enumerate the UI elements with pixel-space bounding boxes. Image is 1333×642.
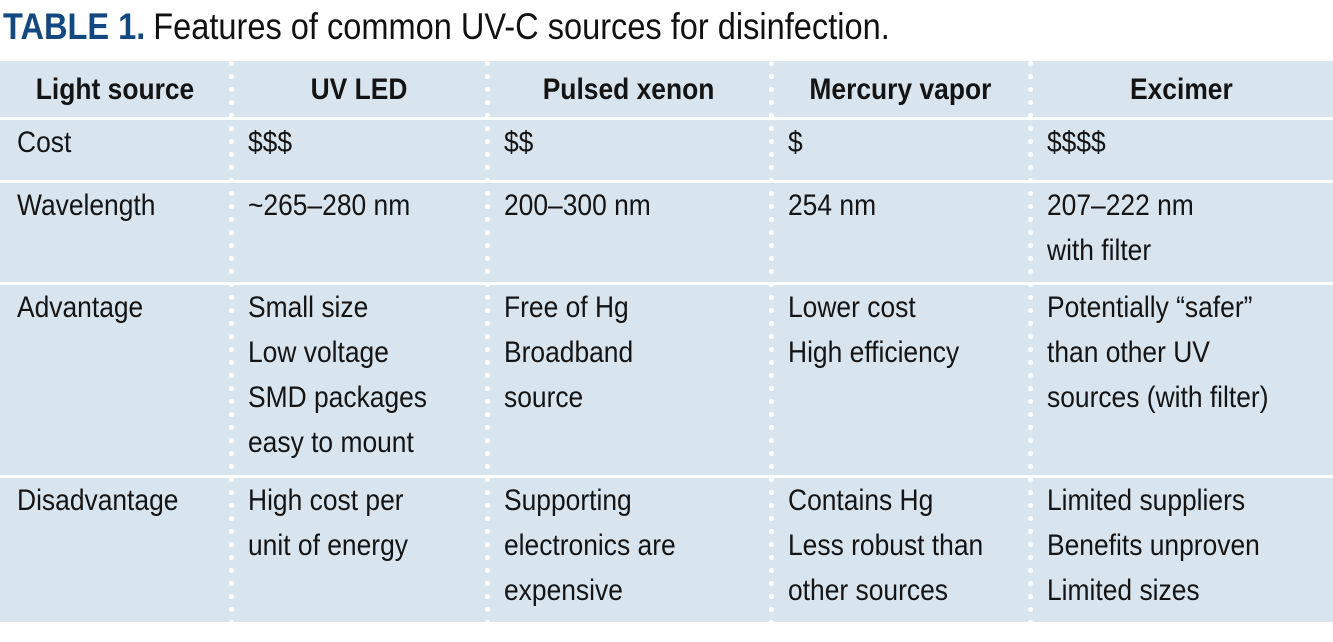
cell-advantage-mercury-vapor: Lower cost High efficiency [771,285,1030,475]
cell-text: 254 nm [788,189,877,222]
cell-text: Limited suppliers Benefits unproven Limi… [1047,484,1260,607]
cell-text: Contains Hg Less robust than other sourc… [788,484,984,607]
cell-cost-pulsed-xenon: $$ [487,120,771,180]
cell-text: Free of Hg Broadband source [504,291,634,414]
table-row-cost: Cost $$$ $$ $ $$$$ [0,117,1333,180]
table-caption: TABLE 1. Features of common UV-C sources … [3,2,1011,52]
row-label: Cost [17,126,72,159]
table-caption-text: Features of common UV-C sources for disi… [153,6,890,47]
cell-disadvantage-mercury-vapor: Contains Hg Less robust than other sourc… [771,478,1030,622]
cell-advantage-excimer: Potentially “safer” than other UV source… [1030,285,1333,475]
cell-advantage-pulsed-xenon: Free of Hg Broadband source [487,285,771,475]
cell-text: 200–300 nm [504,189,651,222]
table-row-advantage: Advantage Small size Low voltage SMD pac… [0,282,1333,475]
column-separator-dotted [1027,61,1033,622]
column-header-light-source: Light source [0,61,231,117]
table-caption-number: TABLE 1. [3,6,146,47]
cell-text: Potentially “safer” than other UV source… [1047,291,1269,414]
cell-text: $$ [504,126,534,159]
column-header-excimer: Excimer [1030,61,1333,117]
cell-text: Small size Low voltage SMD packages easy… [248,291,428,459]
row-label: Disadvantage [17,484,179,517]
cell-text: High cost per unit of energy [248,484,408,562]
uvc-sources-table: Light source UV LED Pulsed xenon Mercury… [0,61,1333,622]
column-header-label: UV LED [310,72,408,106]
column-separator-dotted [228,61,234,622]
cell-text: Lower cost High efficiency [788,291,960,369]
table-row-disadvantage: Disadvantage High cost per unit of energ… [0,475,1333,622]
row-label-cost: Cost [0,120,231,180]
cell-text: ~265–280 nm [248,189,411,222]
column-separator-dotted [768,61,774,622]
row-label-advantage: Advantage [0,285,231,475]
row-label: Advantage [17,291,144,324]
column-header-label: Excimer [1130,72,1233,106]
cell-text: $$$ [248,126,293,159]
cell-disadvantage-uv-led: High cost per unit of energy [231,478,487,622]
cell-wavelength-mercury-vapor: 254 nm [771,183,1030,282]
table-caption-line: TABLE 1. Features of common UV-C sources … [3,2,890,52]
row-label-wavelength: Wavelength [0,183,231,282]
cell-cost-mercury-vapor: $ [771,120,1030,180]
cell-disadvantage-pulsed-xenon: Supporting electronics are expensive [487,478,771,622]
row-label: Wavelength [17,189,156,222]
cell-text: $ [788,126,803,159]
cell-wavelength-uv-led: ~265–280 nm [231,183,487,282]
column-header-label: Mercury vapor [809,72,992,106]
column-header-uv-led: UV LED [231,61,487,117]
table-row-wavelength: Wavelength ~265–280 nm 200–300 nm 254 nm… [0,180,1333,282]
column-header-mercury-vapor: Mercury vapor [771,61,1030,117]
column-header-label: Pulsed xenon [543,72,715,106]
cell-wavelength-excimer: 207–222 nm with filter [1030,183,1333,282]
cell-text: Supporting electronics are expensive [504,484,676,607]
cell-text: $$$$ [1047,126,1106,159]
column-header-label: Light source [36,72,195,106]
row-label-disadvantage: Disadvantage [0,478,231,622]
cell-wavelength-pulsed-xenon: 200–300 nm [487,183,771,282]
column-header-pulsed-xenon: Pulsed xenon [487,61,771,117]
cell-cost-excimer: $$$$ [1030,120,1333,180]
cell-advantage-uv-led: Small size Low voltage SMD packages easy… [231,285,487,475]
cell-cost-uv-led: $$$ [231,120,487,180]
cell-disadvantage-excimer: Limited suppliers Benefits unproven Limi… [1030,478,1333,622]
cell-text: 207–222 nm with filter [1047,189,1194,267]
column-separator-dotted [484,61,490,622]
table-header-row: Light source UV LED Pulsed xenon Mercury… [0,61,1333,117]
